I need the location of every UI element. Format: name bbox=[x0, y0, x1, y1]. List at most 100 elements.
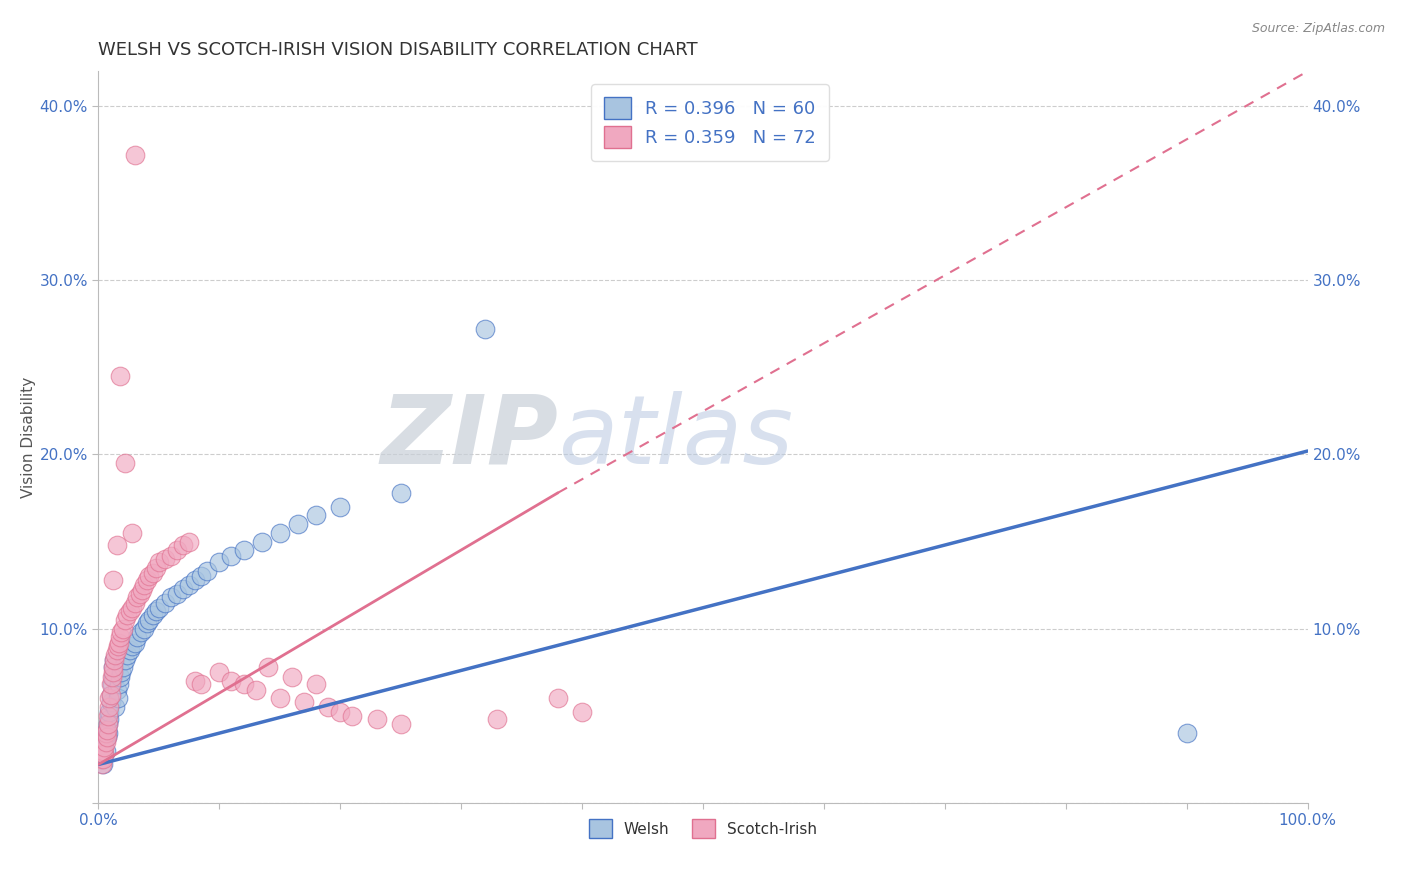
Point bbox=[138, 569, 160, 583]
Text: atlas: atlas bbox=[558, 391, 793, 483]
Point bbox=[121, 600, 143, 615]
Point bbox=[305, 508, 328, 523]
Point bbox=[91, 743, 114, 757]
Point bbox=[366, 712, 388, 726]
Point bbox=[281, 670, 304, 684]
Point bbox=[121, 639, 143, 653]
Point bbox=[190, 677, 212, 691]
Point bbox=[232, 677, 254, 691]
Point bbox=[96, 730, 118, 744]
Point bbox=[101, 660, 124, 674]
Point bbox=[103, 653, 125, 667]
Point bbox=[292, 695, 315, 709]
Point bbox=[153, 552, 176, 566]
Point bbox=[111, 660, 134, 674]
Point bbox=[153, 595, 176, 609]
Point bbox=[166, 587, 188, 601]
Point bbox=[108, 677, 131, 691]
Point bbox=[101, 660, 124, 674]
Point bbox=[105, 642, 128, 657]
Point bbox=[97, 717, 120, 731]
Point bbox=[114, 456, 136, 470]
Point bbox=[127, 631, 149, 645]
Point bbox=[110, 665, 132, 680]
Point bbox=[128, 587, 150, 601]
Point bbox=[117, 607, 139, 622]
Point bbox=[93, 747, 115, 761]
Point bbox=[245, 682, 267, 697]
Point bbox=[101, 670, 124, 684]
Point bbox=[134, 622, 156, 636]
Point bbox=[250, 534, 273, 549]
Point bbox=[94, 726, 117, 740]
Point bbox=[97, 717, 120, 731]
Point bbox=[316, 700, 339, 714]
Point bbox=[269, 691, 291, 706]
Point bbox=[91, 747, 114, 761]
Point bbox=[94, 735, 117, 749]
Point bbox=[142, 607, 165, 622]
Point bbox=[389, 717, 412, 731]
Point bbox=[129, 625, 152, 640]
Point bbox=[93, 740, 115, 755]
Point bbox=[127, 591, 149, 605]
Point bbox=[100, 677, 122, 691]
Point bbox=[107, 691, 129, 706]
Point bbox=[104, 700, 127, 714]
Point bbox=[287, 517, 309, 532]
Point bbox=[98, 691, 121, 706]
Point bbox=[105, 538, 128, 552]
Point bbox=[108, 635, 131, 649]
Point bbox=[108, 631, 131, 645]
Point bbox=[208, 556, 231, 570]
Y-axis label: Vision Disability: Vision Disability bbox=[21, 376, 37, 498]
Point bbox=[195, 564, 218, 578]
Point bbox=[135, 616, 157, 631]
Point bbox=[232, 543, 254, 558]
Point bbox=[100, 677, 122, 691]
Point bbox=[474, 322, 496, 336]
Point bbox=[208, 665, 231, 680]
Point bbox=[160, 549, 183, 563]
Point bbox=[184, 673, 207, 688]
Point bbox=[166, 543, 188, 558]
Point bbox=[160, 591, 183, 605]
Point bbox=[172, 582, 194, 596]
Point bbox=[94, 730, 117, 744]
Point bbox=[389, 485, 412, 500]
Point bbox=[269, 525, 291, 540]
Point bbox=[1175, 726, 1198, 740]
Point bbox=[145, 604, 167, 618]
Point bbox=[90, 752, 112, 766]
Point bbox=[138, 613, 160, 627]
Point bbox=[100, 688, 122, 702]
Point bbox=[117, 648, 139, 662]
Legend: Welsh, Scotch-Irish: Welsh, Scotch-Irish bbox=[576, 807, 830, 850]
Point bbox=[100, 688, 122, 702]
Point bbox=[221, 673, 243, 688]
Point bbox=[103, 653, 125, 667]
Point bbox=[190, 569, 212, 583]
Point bbox=[221, 549, 243, 563]
Point bbox=[148, 556, 170, 570]
Point bbox=[179, 534, 201, 549]
Point bbox=[110, 625, 132, 640]
Point bbox=[98, 705, 121, 719]
Point bbox=[124, 595, 146, 609]
Point bbox=[108, 670, 131, 684]
Point bbox=[90, 747, 112, 761]
Text: Source: ZipAtlas.com: Source: ZipAtlas.com bbox=[1251, 22, 1385, 36]
Point bbox=[100, 695, 122, 709]
Point bbox=[101, 665, 124, 680]
Point bbox=[108, 369, 131, 384]
Point bbox=[571, 705, 593, 719]
Point bbox=[94, 743, 117, 757]
Point bbox=[97, 726, 120, 740]
Point bbox=[91, 743, 114, 757]
Point bbox=[145, 560, 167, 574]
Point bbox=[97, 708, 120, 723]
Point bbox=[142, 566, 165, 580]
Point bbox=[107, 639, 129, 653]
Point bbox=[91, 752, 114, 766]
Point bbox=[98, 712, 121, 726]
